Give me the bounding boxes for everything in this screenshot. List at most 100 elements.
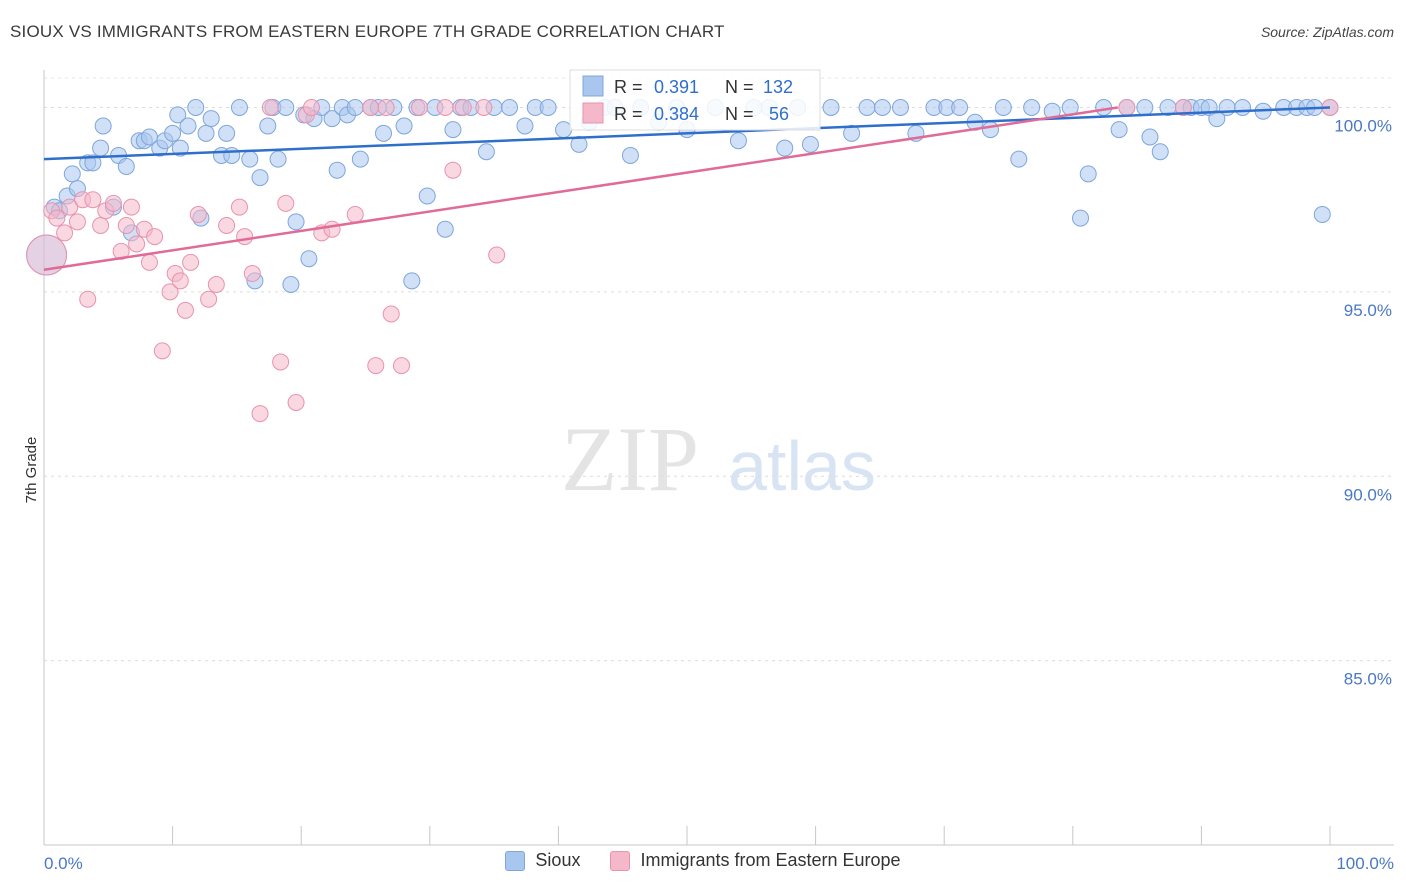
sioux-point: [92, 139, 110, 157]
eastern-europe-trend-line: [43, 106, 1118, 271]
eastern-europe-point: [207, 276, 225, 293]
sioux-point: [858, 99, 876, 116]
eastern-europe-point: [189, 205, 207, 223]
sioux-point: [375, 124, 393, 142]
sioux-point: [187, 99, 205, 116]
eastern-europe-point: [140, 253, 158, 271]
sioux-point: [1151, 143, 1169, 161]
sioux-point: [218, 124, 236, 142]
watermark-zip: ZIP: [561, 408, 699, 510]
sioux-point: [981, 121, 999, 139]
legend-label-sioux: Sioux: [535, 850, 581, 870]
stats-legend-box: [569, 69, 821, 131]
sioux-point: [516, 117, 534, 135]
eastern-europe-point: [277, 194, 295, 212]
chart-title: SIOUX VS IMMIGRANTS FROM EASTERN EUROPE …: [10, 22, 725, 41]
sioux-point: [277, 99, 295, 116]
sioux-n-value: 132: [763, 77, 793, 97]
eastern-europe-points: [26, 99, 1339, 423]
eastern-europe-point: [454, 99, 472, 116]
sioux-point: [1095, 99, 1113, 116]
sioux-point: [179, 117, 197, 135]
sioux-point: [801, 135, 819, 153]
sioux-point: [300, 250, 318, 268]
legend-swatch-sioux: [505, 850, 526, 871]
eastern-europe-point: [436, 99, 454, 116]
sioux-point: [1208, 110, 1226, 128]
sioux-n-label: N =: [725, 77, 754, 97]
legend-label-eastern-europe: Immigrants from Eastern Europe: [640, 850, 901, 870]
source-credit: Source: ZipAtlas.com: [1260, 24, 1394, 40]
eastern-europe-r-value: 0.384: [654, 104, 699, 124]
sioux-point: [1072, 209, 1090, 227]
sioux-legend-swatch: [582, 75, 604, 97]
x-ticks: [43, 826, 1331, 845]
stats-legend: R = 0.391 N = 132 R = 0.384 N = 56: [569, 69, 821, 131]
eastern-europe-point: [122, 198, 140, 216]
sioux-r-value: 0.391: [654, 77, 699, 97]
sioux-point: [63, 165, 81, 183]
sioux-point: [1313, 205, 1331, 223]
y-tick-label: 100.0%: [1334, 117, 1392, 136]
eastern-europe-point: [218, 217, 236, 234]
eastern-europe-point: [236, 228, 254, 246]
eastern-europe-point: [230, 198, 248, 216]
eastern-europe-point: [488, 246, 506, 264]
sioux-point: [202, 110, 220, 128]
sioux-point: [776, 139, 794, 157]
eastern-europe-n-value: 56: [769, 104, 789, 124]
sioux-point: [269, 150, 287, 168]
sioux-point: [328, 161, 346, 179]
axes: [43, 70, 1394, 846]
eastern-europe-point: [261, 99, 279, 116]
eastern-europe-point: [104, 194, 122, 212]
eastern-europe-point: [200, 290, 218, 308]
eastern-europe-point: [171, 272, 189, 290]
sioux-point: [251, 169, 269, 187]
y-axis-label: 7th Grade: [23, 437, 40, 504]
sioux-point: [94, 117, 112, 135]
eastern-europe-point: [377, 99, 395, 116]
sioux-point: [444, 121, 462, 139]
eastern-europe-point: [346, 205, 364, 223]
sioux-point: [287, 213, 305, 231]
x-tick-label-max: 100.0%: [1336, 854, 1394, 873]
eastern-europe-point: [26, 234, 68, 276]
eastern-europe-point: [362, 99, 380, 116]
sioux-point: [436, 220, 454, 238]
sioux-point: [621, 146, 639, 164]
sioux-point: [1136, 99, 1154, 116]
y-tick-label: 85.0%: [1344, 670, 1392, 689]
legend-item-sioux: Sioux: [505, 850, 580, 871]
eastern-europe-point: [92, 217, 110, 234]
eastern-europe-point: [367, 357, 385, 375]
y-tick-label: 95.0%: [1344, 301, 1392, 320]
watermark-atlas: atlas: [728, 427, 876, 505]
sioux-point: [501, 99, 519, 116]
eastern-europe-point: [243, 264, 261, 282]
eastern-europe-point: [128, 235, 146, 253]
sioux-point: [197, 124, 215, 142]
sioux-point: [873, 99, 891, 116]
sioux-point: [223, 146, 241, 164]
eastern-europe-point: [68, 213, 86, 231]
eastern-europe-point: [161, 283, 179, 301]
sioux-point: [403, 272, 421, 290]
eastern-europe-legend-swatch: [582, 102, 604, 124]
eastern-europe-point: [61, 198, 79, 216]
sioux-point: [164, 124, 182, 142]
eastern-europe-point: [411, 99, 429, 116]
sioux-point: [477, 143, 495, 161]
sioux-point: [951, 99, 969, 116]
x-tick-label-min: 0.0%: [44, 854, 83, 873]
sioux-r-label: R =: [614, 77, 643, 97]
sioux-point: [570, 135, 588, 153]
sioux-point: [346, 99, 364, 116]
sioux-point: [822, 99, 840, 116]
eastern-europe-point: [117, 217, 135, 234]
sioux-point: [117, 158, 135, 175]
sioux-point: [282, 276, 300, 293]
sioux-point: [1010, 150, 1028, 168]
sioux-point: [418, 187, 436, 205]
